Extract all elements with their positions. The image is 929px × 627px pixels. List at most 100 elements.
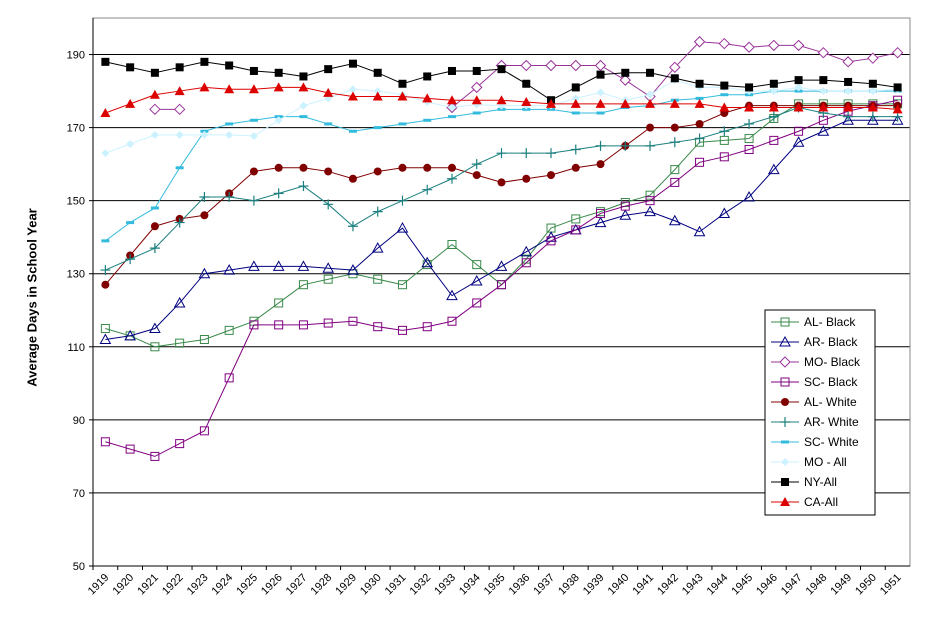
- data-point: [571, 225, 581, 235]
- data-point: [768, 102, 779, 112]
- data-point: [520, 245, 533, 257]
- legend-marker: [781, 478, 789, 486]
- data-point: [695, 157, 705, 167]
- series-ca-all: [100, 82, 903, 117]
- data-point: [645, 196, 655, 206]
- y-tick-label: 70: [73, 488, 85, 500]
- data-point: [323, 87, 334, 97]
- data-point: [422, 93, 433, 103]
- x-tick-label: 1944: [705, 572, 731, 598]
- data-point: [891, 114, 904, 125]
- data-point: [571, 94, 580, 103]
- x-tick-label: 1925: [234, 572, 260, 598]
- data-point: [223, 264, 236, 275]
- data-point: [621, 68, 630, 77]
- data-point: [867, 102, 878, 112]
- data-point: [447, 103, 456, 112]
- data-point: [669, 61, 681, 74]
- data-point: [224, 192, 235, 203]
- data-point: [149, 103, 161, 116]
- data-point: [99, 333, 112, 344]
- data-point: [199, 192, 210, 203]
- data-point: [645, 190, 655, 200]
- data-point: [100, 107, 111, 117]
- data-point: [422, 322, 432, 332]
- data-point: [299, 72, 308, 81]
- data-point: [645, 98, 656, 108]
- data-point: [472, 260, 482, 270]
- data-point: [298, 181, 309, 192]
- data-point: [843, 102, 854, 112]
- data-point: [471, 95, 482, 105]
- legend-label: AR- White: [804, 415, 859, 429]
- data-point: [397, 195, 408, 206]
- data-point: [546, 236, 556, 246]
- data-point: [373, 322, 383, 332]
- data-point: [893, 83, 902, 92]
- data-point: [546, 98, 557, 108]
- data-point: [718, 207, 731, 218]
- x-tick-label: 1937: [531, 572, 557, 598]
- data-point: [596, 88, 605, 97]
- data-point: [347, 91, 358, 101]
- data-point: [348, 316, 358, 326]
- data-point: [718, 37, 731, 50]
- x-tick-label: 1939: [581, 572, 607, 598]
- legend-item: AR- White: [771, 415, 859, 429]
- data-point: [768, 39, 780, 52]
- data-point: [743, 190, 755, 202]
- data-point: [150, 342, 160, 352]
- data-point: [422, 184, 433, 195]
- data-point: [150, 130, 159, 139]
- data-point: [249, 132, 258, 141]
- data-point: [472, 298, 482, 308]
- data-point: [298, 320, 308, 330]
- x-tick-label: 1920: [110, 572, 136, 598]
- data-point: [249, 167, 258, 176]
- data-point: [348, 59, 357, 68]
- data-point: [125, 98, 136, 108]
- data-point: [619, 74, 631, 86]
- data-point: [744, 118, 755, 129]
- data-point: [768, 111, 779, 122]
- data-point: [521, 258, 531, 268]
- x-tick-label: 1928: [309, 572, 335, 598]
- data-point: [571, 214, 581, 224]
- data-point: [497, 65, 506, 74]
- series-line: [105, 99, 898, 457]
- data-point: [274, 320, 284, 330]
- data-point: [423, 163, 432, 172]
- data-point: [867, 114, 879, 125]
- legend-label: AR- Black: [804, 335, 858, 349]
- data-point: [150, 68, 159, 77]
- data-point: [173, 103, 186, 116]
- data-point: [373, 167, 382, 176]
- data-point: [150, 222, 159, 231]
- data-point: [521, 97, 532, 107]
- data-point: [175, 130, 184, 139]
- data-point: [225, 61, 234, 70]
- data-point: [571, 83, 580, 92]
- data-point: [694, 98, 705, 108]
- data-point: [719, 126, 730, 137]
- data-point: [225, 130, 234, 139]
- legend-marker: [779, 335, 791, 347]
- series-ar-white: [100, 102, 903, 276]
- legend-label: AL- White: [804, 395, 857, 409]
- data-point: [100, 437, 110, 447]
- series-line: [105, 90, 898, 242]
- legend-marker: [780, 417, 790, 427]
- legend-item: MO- Black: [771, 355, 861, 369]
- data-point: [594, 216, 607, 228]
- data-point: [174, 86, 185, 96]
- data-point: [347, 264, 359, 275]
- y-tick-label: 50: [73, 561, 85, 573]
- data-point: [175, 338, 185, 348]
- data-point: [447, 66, 456, 75]
- data-point: [446, 173, 457, 184]
- data-point: [274, 163, 283, 172]
- data-point: [372, 206, 383, 217]
- data-point: [324, 167, 333, 176]
- series-sc-black: [100, 95, 903, 461]
- x-tick-label: 1923: [185, 572, 211, 598]
